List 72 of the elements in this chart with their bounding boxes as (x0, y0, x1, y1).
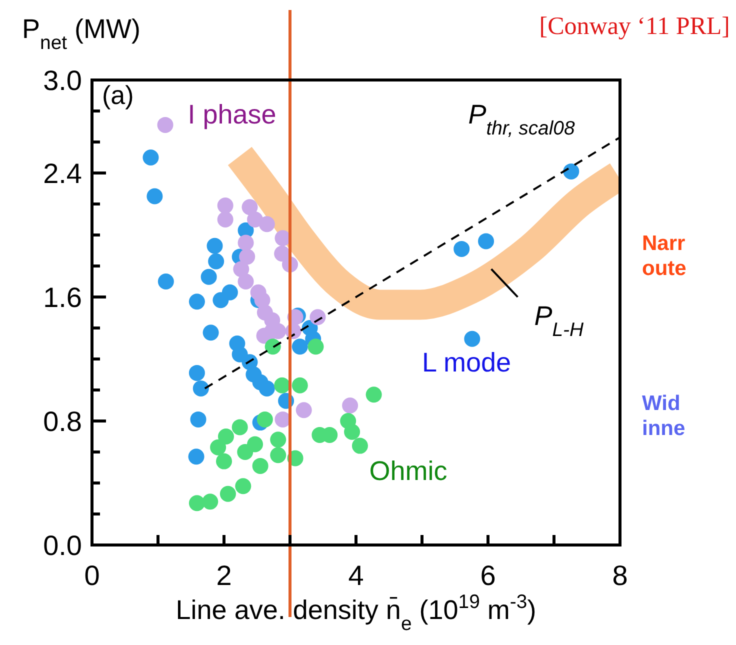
point (146, 188, 163, 204)
y-axis-title: P$_{net}$ (MW) (22, 14, 141, 54)
point (188, 448, 204, 465)
point (235, 478, 252, 494)
point (222, 284, 238, 300)
series-label: I phase (188, 99, 276, 130)
x-tick-label: 8 (612, 560, 628, 591)
point (252, 458, 268, 474)
point (274, 377, 290, 394)
point (242, 199, 258, 216)
point (232, 419, 248, 436)
y-tick-label: 3.0 (43, 64, 82, 96)
y-tick-label: 2.4 (43, 158, 82, 189)
point (188, 364, 205, 381)
point (352, 438, 368, 454)
x-axis-title: Line ave. density n̄$_{e}$ (10$^{19}$ m$^{-3}$) (176, 591, 536, 635)
point (464, 330, 480, 347)
point (200, 268, 217, 285)
point (454, 240, 470, 257)
series-label: P$_{L-H}$ (534, 300, 584, 341)
point (258, 216, 275, 232)
x-tick-label: 4 (348, 560, 364, 591)
point (344, 424, 360, 440)
point (218, 428, 234, 444)
point (210, 439, 226, 456)
point (206, 238, 223, 254)
x-tick-label: 0 (84, 560, 100, 591)
point (342, 398, 358, 414)
point (190, 411, 206, 428)
text: [Conway ‘11 PRL] (539, 13, 730, 40)
series-label: P$_{thr, scal08}$ (468, 99, 576, 140)
annotation: (a) (102, 80, 134, 110)
point (188, 294, 205, 310)
point (202, 324, 219, 341)
point (270, 432, 286, 448)
x-tick-label: 2 (216, 560, 232, 591)
point (366, 386, 382, 403)
point (142, 150, 159, 166)
y-tick-label: 1.6 (43, 282, 82, 313)
point (256, 411, 273, 428)
point (478, 233, 494, 250)
series-label: L mode (422, 347, 512, 378)
y-tick-label: 0.0 (43, 530, 82, 561)
text: Wid inne (642, 392, 686, 440)
point (247, 436, 264, 452)
point (208, 253, 224, 270)
series-label: Ohmic (369, 456, 448, 486)
point (192, 380, 209, 396)
point (217, 212, 234, 228)
point (310, 309, 326, 326)
point (188, 495, 205, 512)
point (270, 447, 286, 464)
point (563, 163, 580, 180)
point (233, 261, 250, 278)
point (220, 486, 236, 502)
point (308, 338, 324, 355)
point (264, 338, 281, 355)
point (296, 402, 312, 418)
point (158, 274, 174, 290)
text: Narr oute (642, 232, 686, 280)
x-tick-label: 6 (480, 560, 496, 591)
point (202, 494, 218, 510)
point (239, 248, 256, 265)
point (238, 274, 254, 290)
point (217, 198, 234, 214)
y-tick-label: 0.8 (43, 406, 82, 437)
point (292, 377, 308, 394)
point (238, 234, 254, 251)
point (216, 453, 232, 470)
point (258, 380, 275, 396)
point (157, 116, 174, 133)
point (292, 338, 308, 355)
